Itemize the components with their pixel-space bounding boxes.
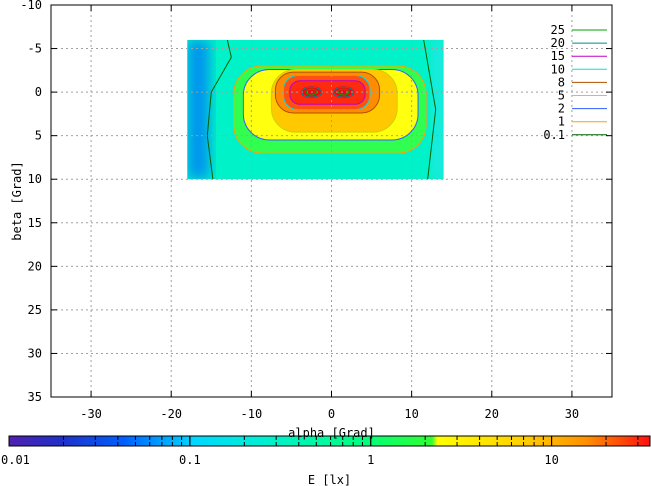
legend-label: 2 [558, 102, 565, 116]
y-tick-label: 15 [28, 216, 42, 230]
colorbar: 0.01 0.1 1 10 [1, 435, 651, 467]
y-tick-label: 10 [28, 172, 42, 186]
legend-label: 1 [558, 115, 565, 129]
y-tick-label: -10 [20, 0, 42, 12]
legend-label: 5 [558, 89, 565, 103]
colorbar-tick-label: 1 [367, 453, 374, 467]
contour-20 [300, 86, 322, 98]
contour-15 [289, 80, 366, 105]
legend-label: 8 [558, 75, 565, 89]
legend-label: 0.1 [543, 128, 565, 142]
contour-lines [206, 39, 437, 180]
contour-25 [305, 88, 317, 96]
heat-left-edge [187, 39, 210, 180]
contour-8 [274, 71, 381, 114]
x-tick-label: 30 [565, 407, 579, 421]
legend-label: 25 [551, 23, 565, 37]
y-tick-label: 35 [28, 390, 42, 404]
colorbar-label: E [lx] [308, 473, 351, 486]
legend-label: 10 [551, 62, 565, 76]
x-axis-label: alpha [Grad] [288, 426, 375, 440]
y-tick-label: 20 [28, 259, 42, 273]
contour-5 [270, 68, 398, 133]
x-tick-label: -20 [160, 407, 182, 421]
y-tick-label: -5 [28, 42, 42, 56]
contour-10 [282, 75, 371, 111]
x-tick-label: 10 [404, 407, 418, 421]
x-tick-label: 0 [328, 407, 335, 421]
x-tick-label: -10 [241, 407, 263, 421]
contour-25 [338, 88, 350, 96]
contour-0.1 [206, 39, 232, 180]
y-tick-label: 25 [28, 303, 42, 317]
y-tick-label: 30 [28, 346, 42, 360]
legend-label: 15 [551, 49, 565, 63]
heat-right-edge [433, 39, 444, 180]
colorbar-tick-label: 0.01 [1, 453, 30, 467]
legend-label: 20 [551, 36, 565, 50]
y-tick-label: 5 [35, 129, 42, 143]
colorbar-tick-label: 10 [544, 453, 558, 467]
y-tick-label: 0 [35, 85, 42, 99]
y-axis-label: beta [Grad] [10, 161, 24, 240]
x-tick-label: -30 [80, 407, 102, 421]
contour-1 [233, 65, 427, 154]
hotspot-2 [332, 86, 355, 99]
contour-0.1-right [423, 39, 437, 180]
colorbar-tick-label: 0.1 [179, 453, 201, 467]
x-tick-label: 20 [485, 407, 499, 421]
contour-20 [333, 86, 355, 98]
